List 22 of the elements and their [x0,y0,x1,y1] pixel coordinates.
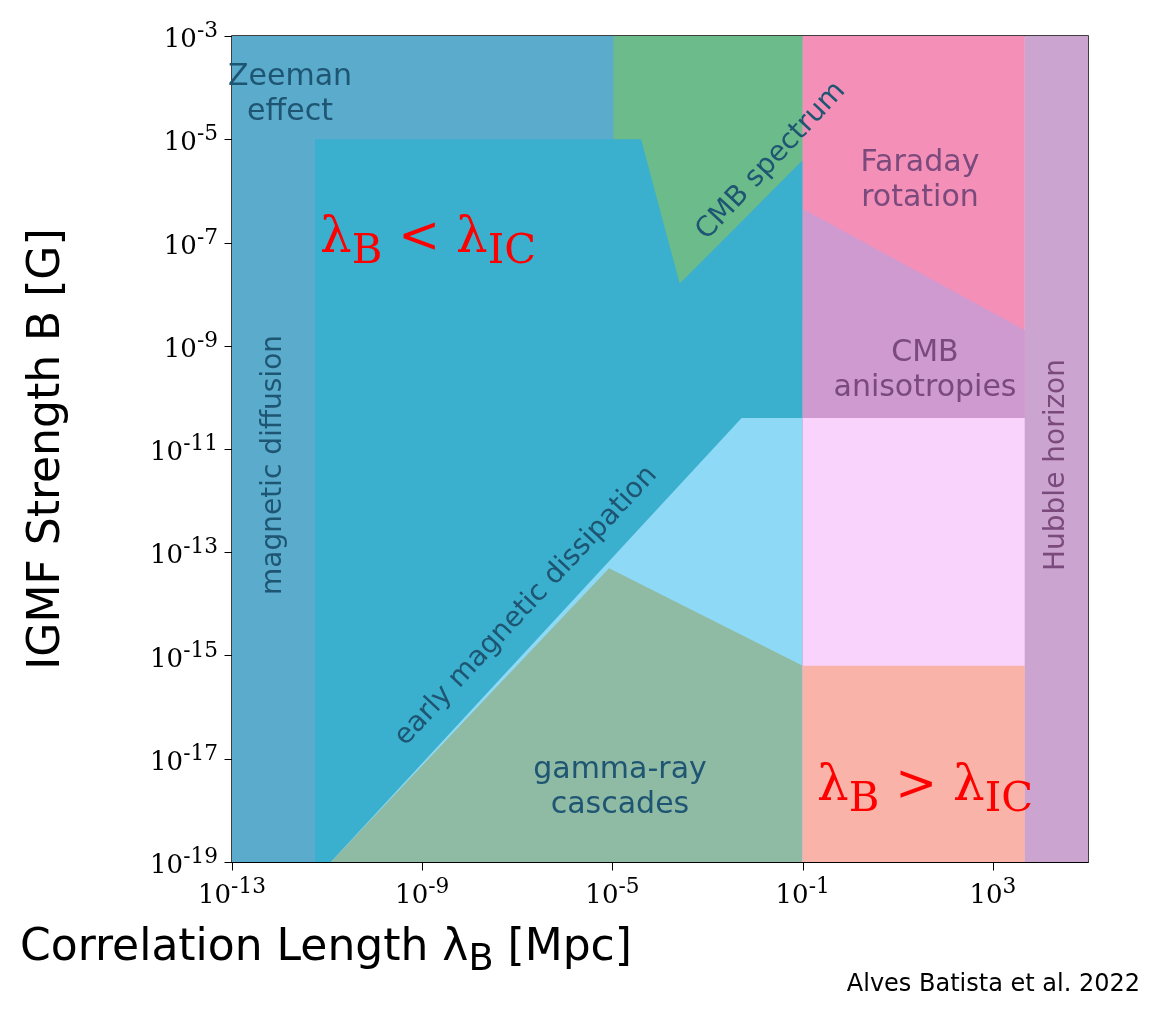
x-tick-label: 10$^{-1}$ [775,873,830,910]
annotation: Hubble horizon [1037,359,1072,571]
annotation: gamma-ray cascades [533,749,707,820]
y-tick-label: 10$^{-13}$ [150,533,218,571]
x-tick-label: 10$^{-9}$ [395,873,450,910]
text: Alves Batista et al. 2022 [846,969,1140,998]
annotation: λ$_{B}$ < λ$_{IC}$ [319,206,537,274]
x-axis-title: Correlation Length λ$_{B}$ [Mpc] [20,919,632,979]
y-tick-label: 10$^{-3}$ [163,17,218,54]
y-tick-label: 10$^{-5}$ [163,120,218,158]
annotation: λ$_{B}$ > λ$_{IC}$ [816,754,1034,822]
y-tick-label: 10$^{-15}$ [150,636,218,674]
annotation: CMB anisotropies [833,332,1017,403]
x-tick-label: 10$^{3}$ [969,873,1017,910]
annotation: magnetic diffusion [254,334,289,596]
y-tick-label: 10$^{-11}$ [150,430,218,467]
y-tick-label: 10$^{-17}$ [150,739,218,777]
annotation: Faraday rotation [860,142,980,213]
y-axis-title: IGMF Strength B [G] [17,228,70,670]
y-tick-label: 10$^{-7}$ [163,223,218,261]
x-tick-label: 10$^{-5}$ [585,873,640,910]
y-tick-label: 10$^{-9}$ [163,326,218,364]
